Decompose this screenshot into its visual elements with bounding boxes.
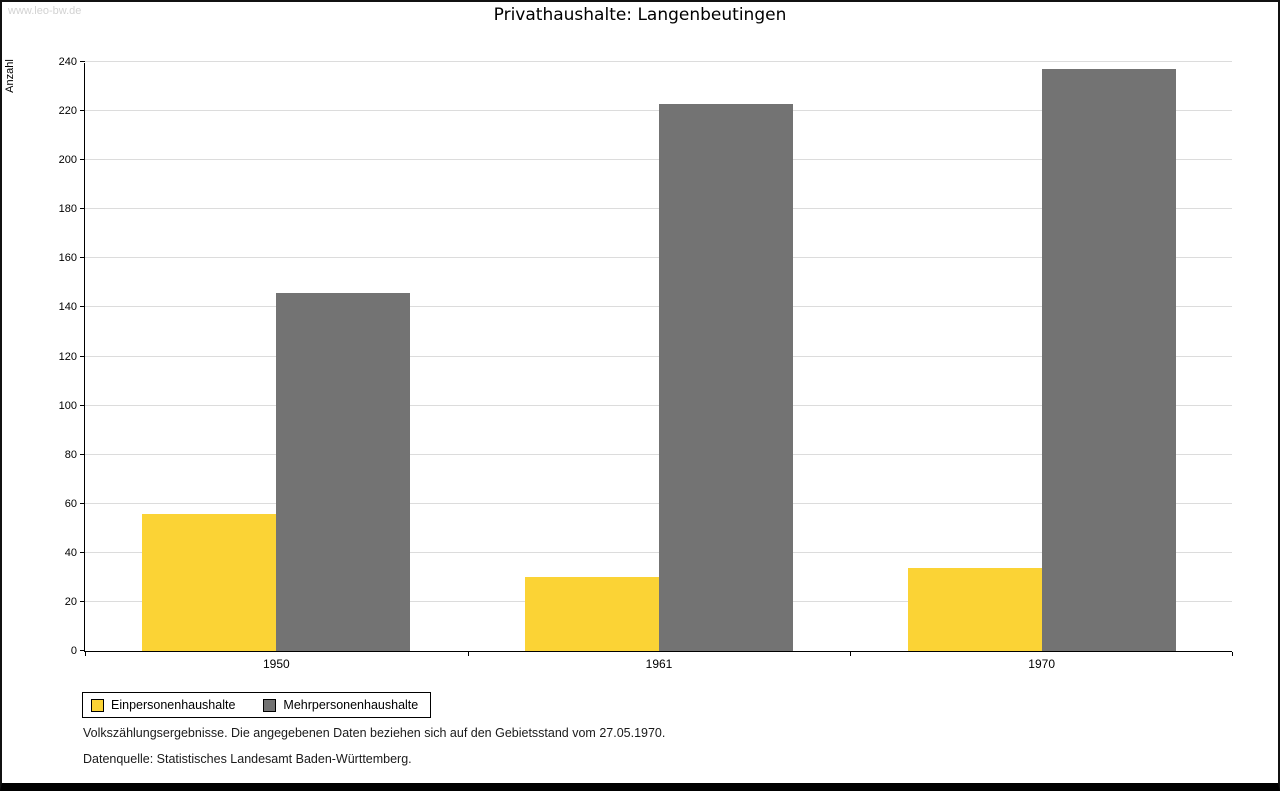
- y-tick-mark: [80, 208, 85, 210]
- gridline: [85, 208, 1232, 210]
- bar-mehrpersonenhaushalte-1961: [659, 103, 793, 651]
- y-tick-label: 160: [58, 252, 77, 265]
- y-tick-mark: [80, 650, 85, 651]
- y-axis-title: Anzahl: [4, 59, 16, 93]
- bar-einpersonenhaushalte-1970: [907, 567, 1042, 651]
- footnote-source-note: Volkszählungsergebnisse. Die angegebenen…: [83, 726, 666, 740]
- gridline: [85, 257, 1232, 259]
- bar-mehrpersonenhaushalte-1970: [1041, 69, 1176, 651]
- y-tick-mark: [80, 306, 85, 308]
- plot-area: 0 20 40 60 80 100 120 140 160 180 200 220 240 1950 196…: [59, 56, 1233, 671]
- watermark-text: www.leo-bw.de: [8, 5, 82, 17]
- y-tick-mark: [80, 551, 85, 553]
- x-tick-mark: [1232, 652, 1233, 656]
- y-tick-label: 240: [58, 56, 77, 68]
- y-tick-mark: [80, 502, 85, 504]
- bar-einpersonenhaushalte-1950: [142, 513, 277, 651]
- y-tick-mark: [80, 61, 85, 62]
- y-tick-mark: [80, 404, 85, 406]
- y-tick-label: 0: [70, 645, 77, 657]
- x-tick-label: 1950: [262, 657, 290, 671]
- y-tick-mark: [80, 110, 85, 112]
- gridline: [85, 159, 1232, 161]
- x-tick-mark: [467, 652, 469, 656]
- y-tick-mark: [80, 257, 85, 259]
- gridline: [85, 110, 1232, 112]
- y-tick-label: 100: [58, 399, 77, 412]
- bar-mehrpersonenhaushalte-1950: [276, 292, 411, 651]
- legend-swatch-icon: [91, 698, 104, 712]
- y-tick-label: 80: [64, 448, 77, 461]
- y-tick-mark: [80, 159, 85, 161]
- footnote-data-source: Datenquelle: Statistisches Landesamt Bad…: [83, 752, 412, 766]
- gridline: [85, 61, 1232, 62]
- y-tick-label: 140: [58, 301, 77, 314]
- gridline: [85, 502, 1232, 504]
- legend-label: Mehrpersonenhaushalte: [283, 698, 419, 712]
- y-tick-label: 200: [58, 154, 77, 167]
- y-tick-label: 220: [58, 105, 77, 118]
- bar-einpersonenhaushalte-1961: [525, 577, 659, 651]
- x-tick-mark: [85, 652, 86, 656]
- y-tick-mark: [80, 600, 85, 602]
- gridline: [85, 306, 1232, 308]
- x-tick-mark: [850, 652, 852, 656]
- legend-item: Einpersonenhaushalte: [91, 698, 235, 712]
- gridline: [85, 551, 1232, 553]
- x-tick-label: 1970: [1028, 657, 1056, 671]
- legend-swatch-icon: [263, 698, 277, 712]
- gridline: [85, 453, 1232, 455]
- y-tick-label: 180: [58, 203, 77, 216]
- y-tick-label: 60: [64, 497, 77, 510]
- y-tick-mark: [80, 355, 85, 357]
- gridline: [85, 355, 1232, 357]
- gridline: [85, 404, 1232, 406]
- legend: Einpersonenhaushalte Mehrpersonenhaushalt…: [82, 692, 432, 718]
- chart-title: Privathaushalte: Langenbeutingen: [493, 5, 787, 25]
- legend-label: Einpersonenhaushalte: [111, 698, 236, 712]
- y-tick-label: 20: [64, 595, 77, 608]
- x-tick-label: 1961: [645, 657, 673, 671]
- y-tick-mark: [80, 453, 85, 455]
- legend-item: Mehrpersonenhaushalte: [263, 698, 418, 712]
- y-tick-label: 120: [58, 350, 77, 363]
- y-tick-label: 40: [64, 546, 77, 559]
